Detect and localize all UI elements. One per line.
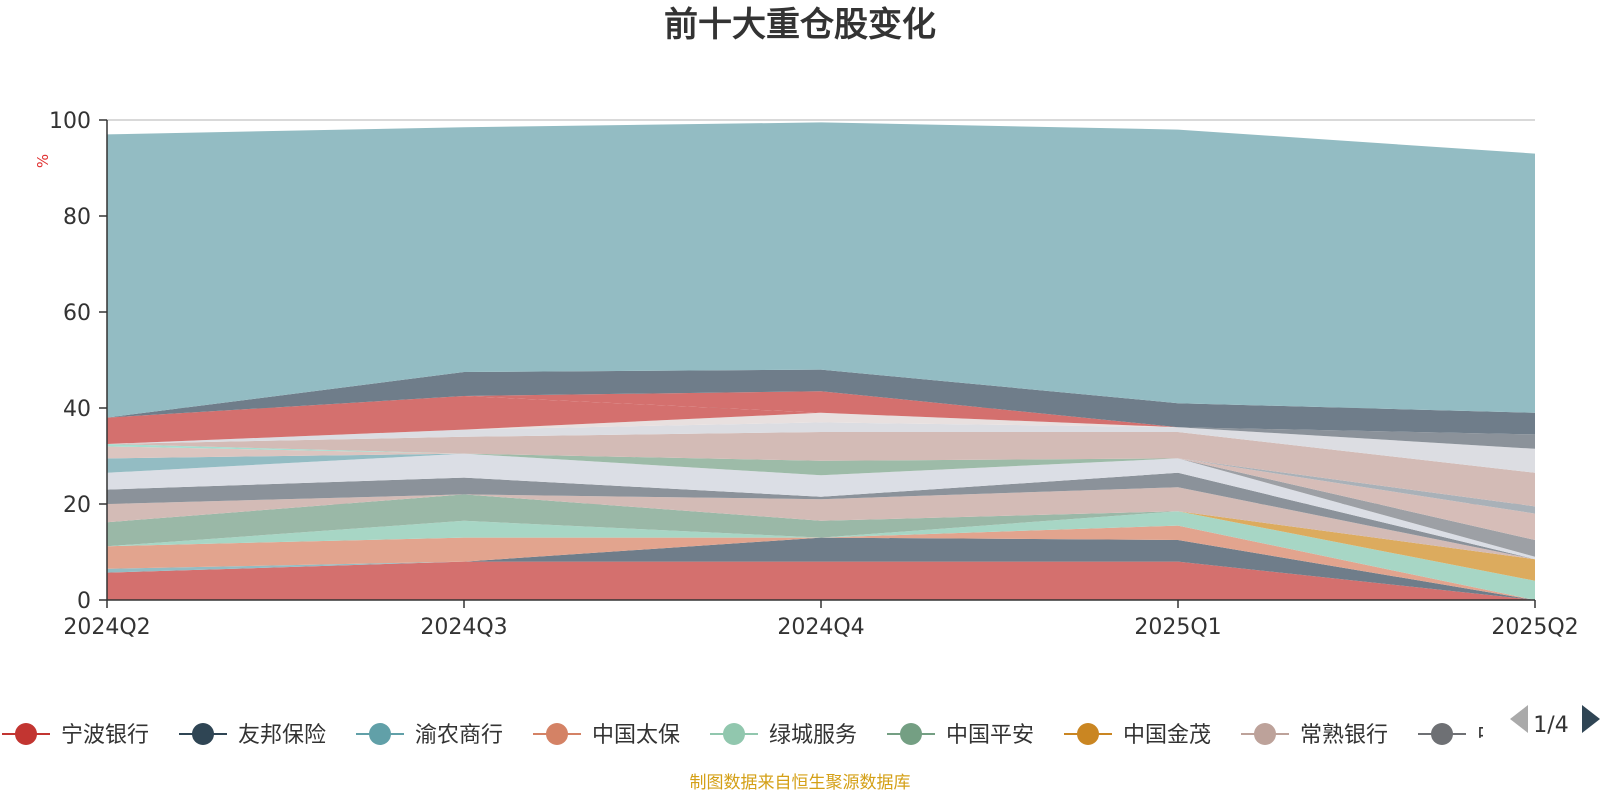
legend: 宁波银行 友邦保险 渝农商行 中国太保 绿城服务 中国平安 中国金茂 常熟银行 中国 (2, 723, 1521, 748)
legend-item[interactable]: 友邦保险 (179, 723, 326, 748)
legend-page-indicator: 1/4 (1533, 713, 1568, 738)
legend-item[interactable]: 中国平安 (887, 723, 1034, 748)
legend-label: 渝农商行 (415, 723, 503, 748)
triangle-left-icon[interactable] (1510, 705, 1528, 733)
area-series-4 (107, 525, 1535, 600)
x-tick-label: 2024Q2 (63, 615, 150, 640)
legend-circle-marker (1077, 723, 1099, 745)
chart-title: 前十大重仓股变化 (664, 5, 936, 45)
area-series-19 (107, 422, 1535, 473)
y-tick-label: 20 (63, 493, 91, 518)
legend-circle-marker (1254, 723, 1276, 745)
legend-label: 中国金茂 (1123, 723, 1211, 748)
legend-item[interactable]: 绿城服务 (710, 723, 857, 748)
x-tick-label: 2025Q1 (1134, 615, 1221, 640)
y-tick-label: 60 (63, 301, 91, 326)
data-source-note: 制图数据来自恒生聚源数据库 (690, 773, 911, 793)
y-tick-label: 100 (49, 109, 91, 134)
legend-circle-marker (192, 723, 214, 745)
area-series-23 (107, 391, 1535, 435)
legend-item[interactable]: 常熟银行 (1241, 723, 1388, 748)
legend-pager: 1/4 (1510, 705, 1600, 738)
legend-item[interactable]: 宁波银行 (2, 723, 149, 748)
area-series-14 (107, 453, 1535, 507)
area-series-group (107, 122, 1535, 600)
y-tick-label: 80 (63, 205, 91, 230)
legend-label: 绿城服务 (769, 723, 857, 748)
legend-circle-marker (369, 723, 391, 745)
y-axis-label: % (34, 154, 52, 168)
legend-label: 友邦保险 (238, 723, 326, 748)
area-series-25 (107, 122, 1535, 418)
area-series-24 (107, 369, 1535, 435)
triangle-right-icon[interactable] (1582, 705, 1600, 733)
x-tick-label: 2024Q4 (777, 615, 864, 640)
area-series-21 (107, 412, 1535, 449)
legend-circle-marker (1431, 723, 1453, 745)
area-series-15 (107, 453, 1535, 507)
legend-label: 宁波银行 (61, 723, 149, 748)
legend-circle-marker (546, 723, 568, 745)
legend-item[interactable]: 中国太保 (533, 723, 680, 748)
area-series-16 (107, 446, 1535, 507)
area-series-22 (107, 396, 1535, 444)
legend-item[interactable]: 渝农商行 (356, 723, 503, 748)
x-tick-label: 2025Q2 (1491, 615, 1578, 640)
area-series-9 (107, 472, 1535, 560)
area-series-5 (107, 511, 1535, 600)
legend-label: 常熟银行 (1300, 723, 1388, 748)
area-series-2 (107, 537, 1535, 600)
legend-item[interactable]: 中国 (1418, 723, 1521, 748)
legend-label: 中国太保 (592, 723, 680, 748)
legend-circle-marker (15, 723, 37, 745)
y-tick-label: 0 (77, 589, 91, 614)
legend-circle-marker (723, 723, 745, 745)
legend-circle-marker (900, 723, 922, 745)
legend-label: 中国 (1477, 723, 1521, 748)
x-tick-label: 2024Q3 (420, 615, 507, 640)
axes: 0 20 40 60 80 100 2024Q2 2024Q3 2024Q4 2025Q1 2025… (49, 109, 1579, 640)
area-series-1 (107, 561, 1535, 600)
legend-item[interactable]: 中国金茂 (1064, 723, 1211, 748)
area-series-20 (107, 412, 1535, 449)
y-tick-label: 40 (63, 397, 91, 422)
area-series-8 (107, 487, 1535, 560)
legend-label: 中国平安 (946, 723, 1034, 748)
area-series-18 (107, 432, 1535, 507)
area-series-6 (107, 494, 1535, 581)
